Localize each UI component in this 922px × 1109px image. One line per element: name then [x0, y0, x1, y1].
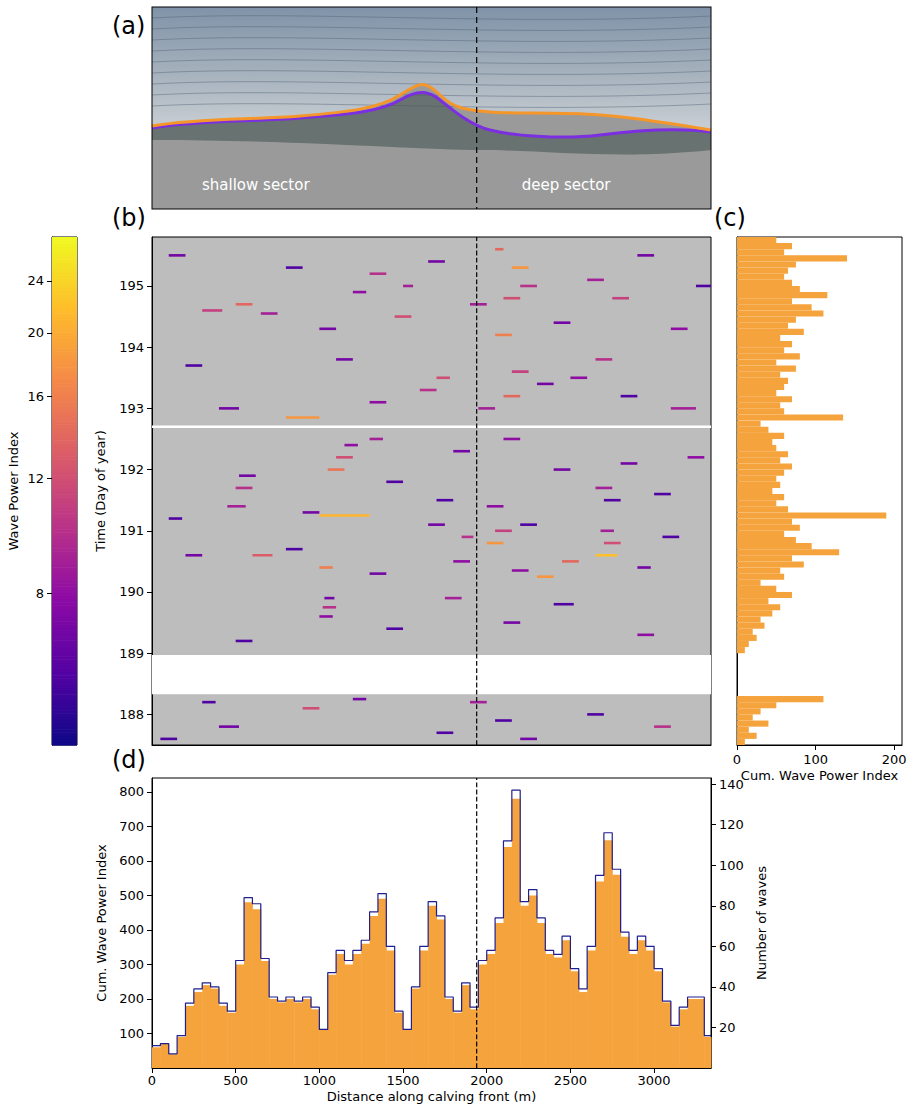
- svg-text:(d): (d): [112, 746, 146, 774]
- svg-text:500: 500: [223, 1073, 248, 1088]
- svg-text:100: 100: [719, 858, 744, 873]
- svg-text:20: 20: [719, 1020, 736, 1035]
- svg-text:1000: 1000: [303, 1073, 336, 1088]
- svg-text:100: 100: [803, 752, 828, 767]
- svg-text:300: 300: [119, 957, 144, 972]
- svg-text:2000: 2000: [470, 1073, 503, 1088]
- svg-text:700: 700: [119, 819, 144, 834]
- svg-text:191: 191: [119, 523, 144, 538]
- svg-text:80: 80: [719, 898, 736, 913]
- svg-text:120: 120: [719, 817, 744, 832]
- svg-text:8: 8: [36, 586, 44, 601]
- svg-text:Distance along calving front (: Distance along calving front (m): [327, 1089, 537, 1104]
- svg-text:400: 400: [119, 922, 144, 937]
- svg-text:192: 192: [119, 462, 144, 477]
- svg-text:(a): (a): [112, 12, 145, 40]
- svg-text:(c): (c): [714, 204, 746, 232]
- svg-text:24: 24: [27, 273, 44, 288]
- svg-text:Wave Power Index: Wave Power Index: [6, 431, 21, 550]
- svg-text:2500: 2500: [554, 1073, 587, 1088]
- svg-text:194: 194: [119, 340, 144, 355]
- svg-text:Cum. Wave Power Index: Cum. Wave Power Index: [741, 768, 899, 783]
- svg-text:200: 200: [119, 991, 144, 1006]
- svg-text:200: 200: [882, 752, 907, 767]
- svg-text:40: 40: [719, 979, 736, 994]
- svg-text:deep sector: deep sector: [522, 176, 612, 194]
- svg-text:20: 20: [27, 325, 44, 340]
- svg-text:Time (Day of year): Time (Day of year): [93, 430, 108, 553]
- svg-text:0: 0: [733, 752, 741, 767]
- svg-text:0: 0: [148, 1073, 156, 1088]
- svg-text:188: 188: [119, 707, 144, 722]
- svg-text:60: 60: [719, 939, 736, 954]
- svg-text:1500: 1500: [387, 1073, 420, 1088]
- svg-text:800: 800: [119, 784, 144, 799]
- svg-text:Cum. Wave Power Index: Cum. Wave Power Index: [94, 844, 109, 1002]
- svg-text:500: 500: [119, 888, 144, 903]
- svg-text:189: 189: [119, 646, 144, 661]
- svg-text:100: 100: [119, 1026, 144, 1041]
- svg-text:193: 193: [119, 401, 144, 416]
- svg-text:shallow sector: shallow sector: [202, 176, 310, 194]
- svg-text:3000: 3000: [638, 1073, 671, 1088]
- svg-text:Number of waves: Number of waves: [754, 866, 769, 980]
- svg-text:(b): (b): [112, 204, 146, 232]
- svg-text:140: 140: [719, 777, 744, 792]
- svg-text:12: 12: [27, 471, 44, 486]
- svg-text:600: 600: [119, 853, 144, 868]
- svg-text:16: 16: [27, 389, 44, 404]
- svg-text:190: 190: [119, 584, 144, 599]
- svg-text:195: 195: [119, 278, 144, 293]
